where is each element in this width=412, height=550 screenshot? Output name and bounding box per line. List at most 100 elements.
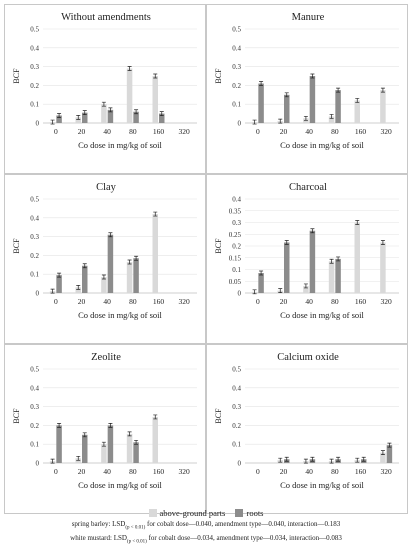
- x-tick-label: 0: [256, 127, 260, 136]
- chart-panel: Without amendments 0 0.1 0.2 0.3 0.4 0.5 BCF 0 20…: [4, 4, 206, 174]
- x-tick-label: 40: [305, 127, 313, 136]
- y-tick-label: 0.25: [229, 231, 242, 239]
- error-bar: [310, 73, 315, 79]
- error-bar: [76, 285, 81, 290]
- y-tick-label: 0: [36, 460, 40, 468]
- note-mustard-suffix: for cobalt dose—0.034, amendment type—0.…: [146, 534, 342, 543]
- y-axis-label: BCF: [12, 238, 21, 254]
- note-mustard: white mustard: LSD(p < 0.01) for cobalt …: [0, 533, 412, 547]
- x-tick-label: 80: [129, 127, 137, 136]
- bar-roots: [56, 425, 62, 463]
- error-bar: [153, 211, 158, 217]
- bar-above-ground: [152, 214, 158, 293]
- x-tick-label: 80: [331, 467, 339, 476]
- x-tick-label: 320: [381, 297, 393, 306]
- x-tick-label: 160: [355, 297, 367, 306]
- x-tick-label: 80: [331, 127, 339, 136]
- y-tick-label: 0.05: [229, 278, 242, 286]
- error-bar: [82, 263, 87, 269]
- x-axis-label: Co dose in mg/kg of soil: [280, 140, 364, 150]
- y-tick-label: 0.15: [229, 254, 242, 262]
- y-tick-label: 0.4: [30, 44, 39, 52]
- bar-roots: [284, 242, 290, 293]
- legend-roots: roots: [235, 508, 263, 518]
- x-tick-label: 0: [256, 467, 260, 476]
- chart-title: Without amendments: [61, 12, 151, 23]
- lsd-notes: spring barley: LSD(p < 0.01) for cobalt …: [0, 519, 412, 548]
- bar-roots: [107, 234, 114, 293]
- note-mustard-prefix: white mustard: LSD: [70, 534, 127, 543]
- x-tick-label: 40: [103, 467, 111, 476]
- bar-above-ground: [101, 444, 107, 463]
- note-mustard-sub: (p < 0.01): [126, 539, 147, 545]
- bar-above-ground: [303, 285, 309, 293]
- x-tick-label: 40: [305, 467, 313, 476]
- x-tick-label: 160: [153, 297, 165, 306]
- y-tick-label: 0.1: [232, 441, 241, 449]
- error-bar: [101, 101, 106, 107]
- error-bar: [153, 73, 158, 79]
- y-axis-label: BCF: [12, 408, 21, 424]
- bar-roots: [284, 94, 290, 123]
- bar-above-ground: [380, 452, 386, 463]
- bar-roots: [258, 83, 264, 123]
- error-bar: [387, 442, 392, 448]
- y-tick-label: 0.4: [232, 44, 241, 52]
- y-tick-label: 0.2: [30, 422, 39, 430]
- error-bar: [159, 111, 164, 116]
- y-axis-label: BCF: [214, 238, 223, 254]
- error-bar: [259, 81, 264, 86]
- error-bar: [303, 458, 308, 464]
- x-tick-label: 40: [103, 297, 111, 306]
- error-bar: [57, 423, 62, 428]
- y-tick-label: 0: [36, 120, 40, 128]
- error-bar: [76, 455, 81, 461]
- y-tick-label: 0.5: [30, 196, 39, 204]
- y-tick-label: 0.2: [232, 243, 241, 251]
- y-tick-label: 0.2: [232, 422, 241, 430]
- error-bar: [380, 240, 385, 245]
- bar-roots: [133, 111, 139, 123]
- y-tick-label: 0.1: [232, 266, 241, 274]
- y-tick-label: 0.5: [30, 366, 39, 374]
- bar-chart: Zeolite 0 0.1 0.2 0.3 0.4 0.5 BCF 0 20 40 80 160 320 C…: [12, 352, 197, 490]
- error-bar: [284, 240, 289, 245]
- bar-roots: [386, 445, 393, 463]
- bar-chart: Manure 0 0.1 0.2 0.3 0.4 0.5 BCF 0 20 40 80 160 320 Co…: [214, 12, 399, 150]
- error-bar: [329, 114, 334, 119]
- y-tick-label: 0.3: [232, 63, 241, 71]
- error-bar: [380, 450, 385, 456]
- y-tick-label: 0: [238, 120, 242, 128]
- x-tick-label: 320: [179, 127, 191, 136]
- y-tick-label: 0.2: [30, 252, 39, 260]
- x-tick-label: 80: [129, 297, 137, 306]
- error-bar: [134, 255, 139, 261]
- chart-panel: Charcoal 0 0.05 0.1 0.15 0.2 0.25 0.3 0.35 0.4 BCF…: [206, 174, 408, 344]
- x-tick-label: 160: [355, 127, 367, 136]
- y-tick-label: 0.1: [232, 101, 241, 109]
- bar-above-ground: [380, 90, 386, 123]
- error-bar: [50, 119, 55, 125]
- x-tick-label: 80: [331, 297, 339, 306]
- error-bar: [82, 432, 87, 438]
- x-tick-label: 20: [280, 127, 288, 136]
- x-tick-label: 160: [153, 127, 165, 136]
- legend-roots-label: roots: [246, 508, 264, 518]
- x-tick-label: 0: [54, 297, 58, 306]
- bar-above-ground: [75, 117, 81, 123]
- bar-roots: [309, 76, 316, 123]
- error-bar: [252, 289, 257, 295]
- error-bar: [284, 456, 289, 462]
- bar-roots: [107, 425, 114, 463]
- bar-above-ground: [354, 222, 360, 293]
- x-tick-label: 20: [280, 297, 288, 306]
- y-tick-label: 0.2: [232, 82, 241, 90]
- bar-roots: [56, 115, 62, 123]
- y-tick-label: 0.2: [30, 82, 39, 90]
- x-axis-label: Co dose in mg/kg of soil: [78, 310, 162, 320]
- error-bar: [101, 274, 106, 280]
- above-swatch-icon: [148, 509, 157, 517]
- error-bar: [329, 258, 334, 264]
- x-tick-label: 320: [179, 467, 191, 476]
